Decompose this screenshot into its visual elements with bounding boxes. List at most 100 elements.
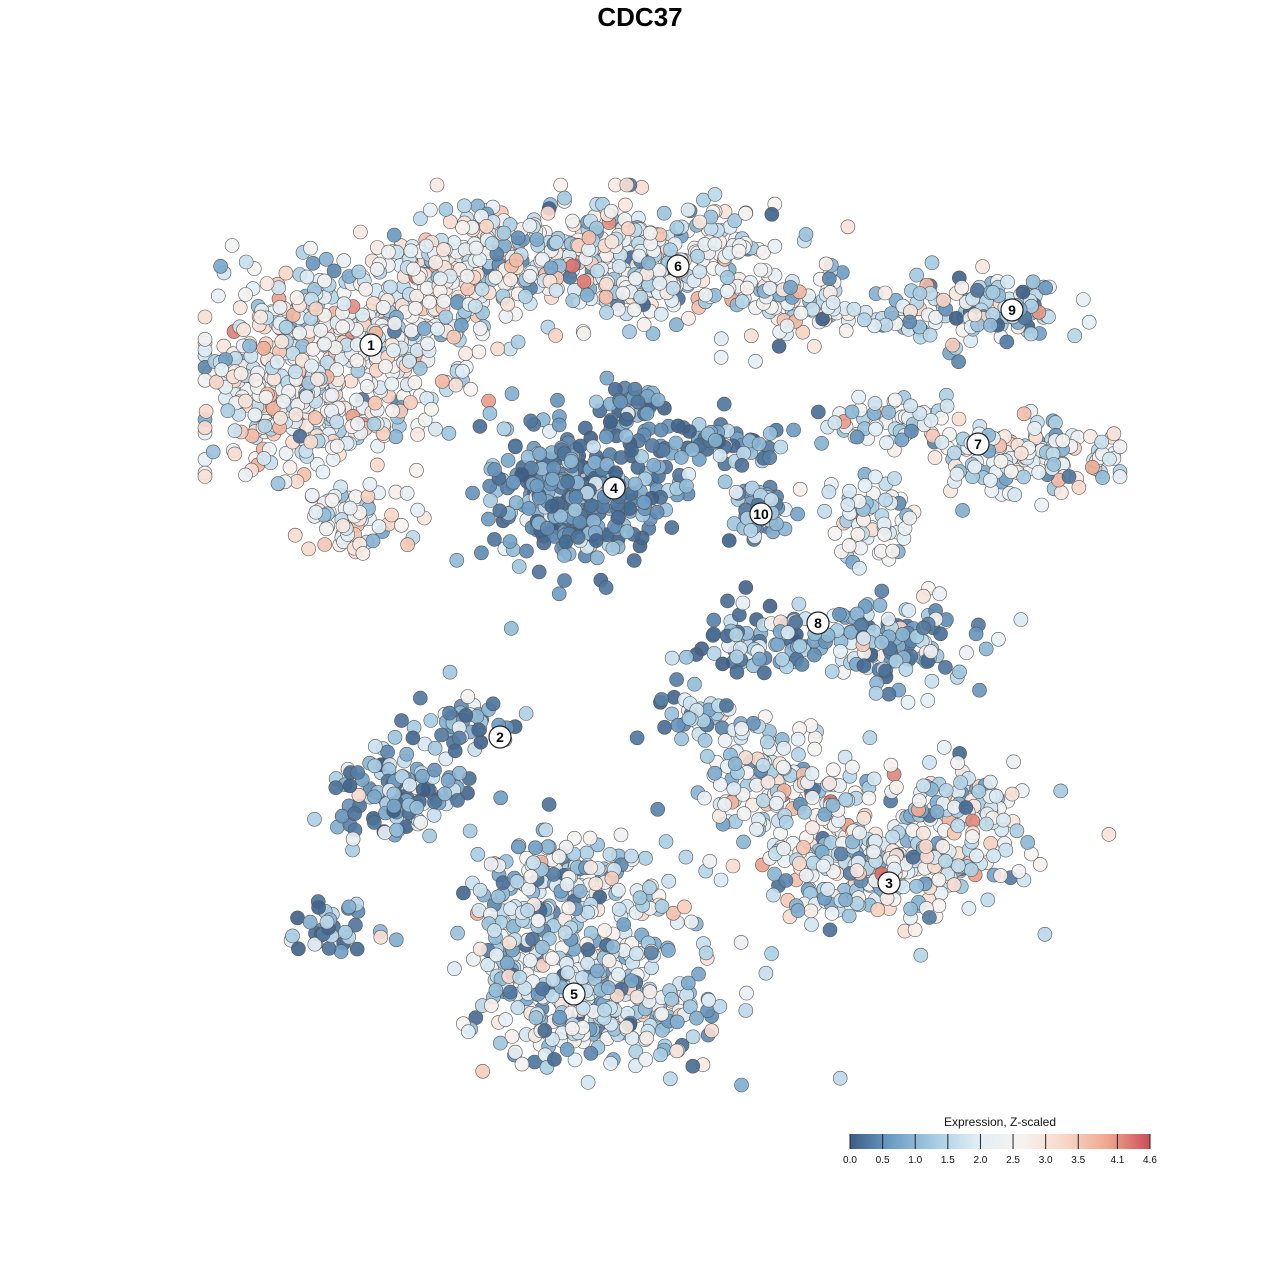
cell-point (269, 354, 285, 370)
cell-point (633, 289, 649, 305)
cell-point (755, 757, 771, 773)
cell-point (247, 407, 263, 423)
cell-point (220, 403, 236, 419)
cell-point (429, 177, 445, 193)
cell-point (712, 448, 728, 463)
cluster-label-badge (562, 982, 586, 1006)
cell-point (964, 829, 980, 845)
cell-point (418, 238, 434, 254)
cell-point (764, 946, 779, 961)
cell-point (496, 421, 512, 437)
cell-point (347, 806, 362, 822)
cell-point (692, 264, 708, 280)
cluster-label-text: 6 (674, 258, 682, 274)
cell-point (792, 481, 808, 497)
cell-point (601, 953, 617, 969)
cell-point (854, 617, 869, 633)
cell-point (540, 839, 556, 854)
cell-point (1004, 786, 1020, 802)
cell-point (913, 947, 929, 963)
cell-point (434, 374, 450, 389)
cell-point (874, 583, 890, 599)
cell-point (783, 280, 798, 295)
cell-point (341, 899, 357, 915)
cell-point (669, 672, 684, 687)
cell-point (713, 350, 729, 365)
cell-point (889, 779, 904, 795)
cell-point (557, 925, 573, 941)
cell-point (248, 372, 264, 388)
cell-point (328, 780, 344, 796)
cell-point (701, 992, 716, 1008)
cell-point (905, 849, 921, 865)
cell-point (613, 394, 628, 410)
legend-tick-label: 1.5 (941, 1155, 955, 1166)
cell-point (278, 265, 294, 281)
cell-point (877, 526, 892, 542)
cell-point (548, 283, 564, 298)
cell-point (620, 221, 636, 236)
cell-point (367, 395, 383, 411)
cell-point (209, 374, 224, 390)
cell-point (669, 1043, 685, 1059)
cell-point (662, 1071, 678, 1087)
cell-point (697, 733, 713, 748)
cell-point (333, 944, 349, 959)
cell-point (738, 580, 754, 595)
cell-point (775, 760, 791, 775)
cell-point (654, 692, 669, 707)
cell-point (502, 935, 517, 951)
cell-point (557, 573, 572, 588)
cell-point (1085, 459, 1100, 475)
cell-point (572, 438, 588, 454)
cell-point (654, 899, 670, 914)
cell-point (825, 762, 841, 778)
cell-point (366, 815, 382, 830)
cell-point (856, 312, 872, 328)
cell-point (500, 453, 516, 468)
cell-point (979, 816, 994, 832)
cell-point (993, 453, 1009, 469)
cell-point (790, 731, 806, 747)
cell-point (410, 502, 426, 518)
cell-point (451, 730, 467, 746)
cell-point (588, 876, 604, 892)
cluster-label-text: 4 (610, 480, 618, 496)
cell-point (903, 398, 918, 414)
cell-point (479, 219, 494, 234)
cell-point (317, 336, 332, 352)
cell-point (548, 328, 563, 343)
cell-point (510, 334, 526, 350)
cell-point (311, 900, 326, 915)
cell-point (336, 253, 352, 268)
cell-point (481, 393, 496, 409)
cell-point (805, 820, 820, 836)
cell-point (1037, 926, 1053, 942)
cluster-label-5: 5 (562, 982, 586, 1006)
cell-point (751, 436, 767, 452)
cell-point (795, 324, 811, 340)
cell-point (416, 321, 432, 336)
cell-point (952, 664, 967, 680)
cell-point (902, 314, 918, 330)
cell-point (386, 343, 401, 358)
cell-point (833, 644, 848, 659)
cell-point (367, 739, 383, 754)
legend-ticks: 0.0 0.5 1.0 1.5 2.0 2.5 3.0 3.5 4.1 4.6 (843, 1134, 1157, 1166)
cell-point (602, 847, 618, 862)
cell-point (468, 240, 484, 256)
cell-point (735, 595, 751, 611)
cell-point (530, 913, 546, 928)
cell-point (561, 900, 577, 916)
cell-point (727, 213, 743, 228)
cell-point (649, 504, 665, 520)
cell-points-layer (197, 177, 1128, 1093)
cell-point (507, 1044, 523, 1060)
cell-point (758, 965, 774, 981)
cell-point (670, 418, 686, 434)
cell-point (446, 329, 462, 345)
cell-point (388, 932, 404, 948)
cell-point (776, 740, 792, 756)
cell-point (270, 476, 286, 491)
cell-point (983, 317, 998, 333)
